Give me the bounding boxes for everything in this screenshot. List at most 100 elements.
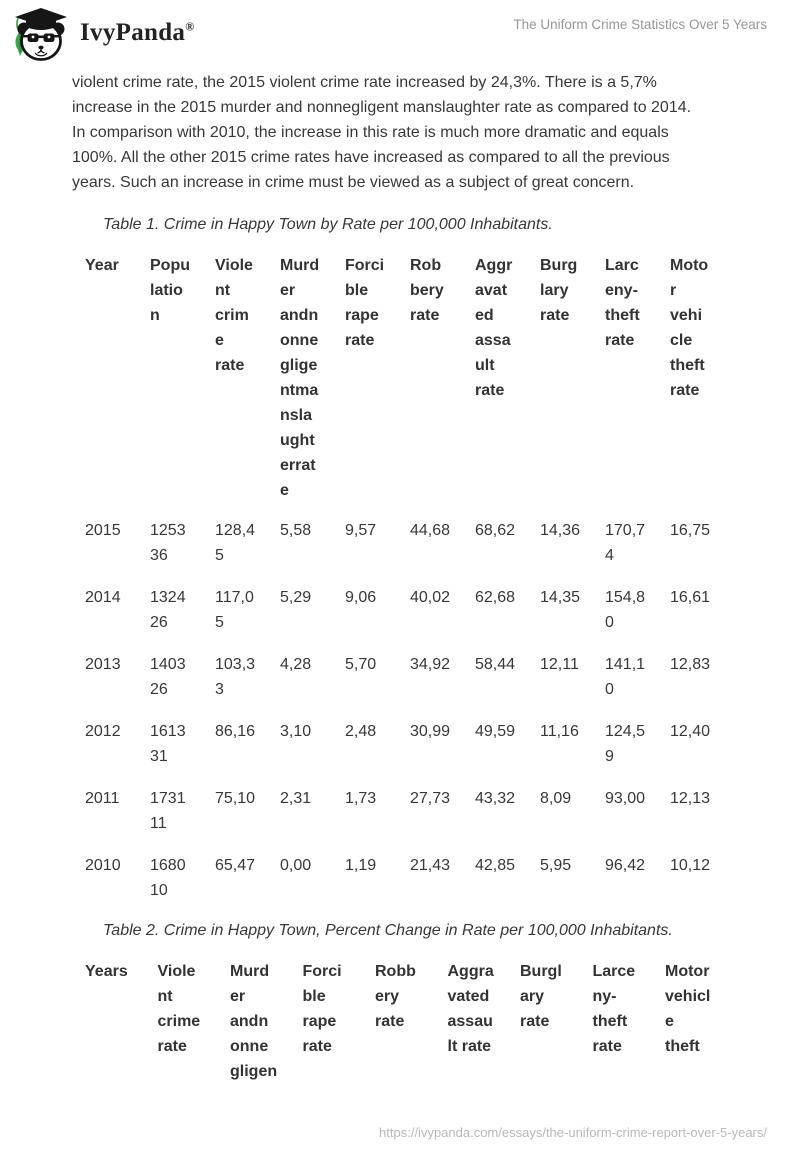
table-cell: 3,10: [280, 723, 312, 740]
table-cell: 1,19: [345, 857, 377, 874]
table-cell: 1403 26: [150, 656, 186, 698]
table-cell: 124,5 9: [605, 723, 646, 765]
table-cell: 2013: [85, 656, 121, 673]
table-cell: 12,83: [670, 656, 711, 673]
column-header-violent-crime-rate: Viole nt crim e rate: [215, 257, 253, 374]
table-cell: 34,92: [410, 656, 451, 673]
table-cell: 1253 36: [150, 522, 186, 564]
column-header-larceny-theft-rate: Larc eny- theft rate: [605, 257, 640, 349]
table-cell: 42,85: [475, 857, 516, 874]
table-cell: 8,09: [540, 790, 572, 807]
table-cell: 40,02: [410, 589, 451, 606]
table-cell: 21,43: [410, 857, 451, 874]
table-cell: 2014: [85, 589, 121, 606]
table-cell: 49,59: [475, 723, 516, 740]
table-cell: 103,3 3: [215, 656, 256, 698]
table-cell: 44,68: [410, 522, 451, 539]
brand-text: IvyPanda: [80, 19, 186, 46]
column-header-forcible-rape-rate: Forci ble rape rate: [302, 963, 342, 1055]
column-header-years: Years: [85, 963, 128, 980]
column-header-violent-crime-rate: Viole nt crime rate: [157, 963, 201, 1055]
column-header-motor-vehicle-theft: Motor vehicl e theft: [665, 963, 711, 1055]
table-cell: 10,12: [670, 857, 711, 874]
column-header-murder-rate: Murd er andn onne gligen: [230, 963, 278, 1080]
column-header-robbery-rate: Rob bery rate: [410, 257, 444, 324]
column-header-burglary-rate: Burg lary rate: [540, 257, 578, 324]
table-cell: 2012: [85, 723, 121, 740]
column-header-burglary-rate: Burgl ary rate: [520, 963, 562, 1030]
table-cell: 5,58: [280, 522, 312, 539]
column-header-larceny-theft-rate: Larce ny- theft rate: [592, 963, 636, 1055]
table-cell: 1731 11: [150, 790, 186, 832]
table-cell: 12,11: [540, 656, 579, 673]
table-cell: 2011: [85, 790, 120, 807]
table2-header-row: Years Viole nt crime rate Murd er andn o…: [85, 959, 738, 1084]
table-cell: 2010: [85, 857, 121, 874]
table-cell: 65,47: [215, 857, 256, 874]
table-cell: 43,32: [475, 790, 516, 807]
brand-name[interactable]: IvyPanda®: [80, 19, 194, 47]
footer-source-url[interactable]: https://ivypanda.com/essays/the-uniform-…: [379, 1125, 767, 1140]
table-cell: 5,70: [345, 656, 377, 673]
table-row-2010: 2010 1680 10 65,47 0,00 1,19 21,43 42,85…: [85, 853, 735, 903]
column-header-year: Year: [85, 257, 119, 274]
table-row-2015: 2015 1253 36 128,4 5 5,58 9,57 44,68 68,…: [85, 518, 735, 568]
table-cell: 16,61: [670, 589, 711, 606]
table-cell: 11,16: [540, 723, 579, 740]
table-cell: 86,16: [215, 723, 256, 740]
table-cell: 93,00: [605, 790, 646, 807]
table-cell: 68,62: [475, 522, 516, 539]
table-cell: 5,95: [540, 857, 572, 874]
table-cell: 5,29: [280, 589, 312, 606]
table2-caption: Table 2. Crime in Happy Town, Percent Ch…: [103, 922, 673, 939]
table-cell: 2015: [85, 522, 121, 539]
table-row-2014: 2014 1324 26 117,0 5 5,29 9,06 40,02 62,…: [85, 585, 735, 635]
table-cell: 1,73: [345, 790, 377, 807]
document-title: The Uniform Crime Statistics Over 5 Year…: [513, 17, 767, 32]
table1-crime-rates: Year Popu latio n Viole nt crim e rate M…: [85, 253, 735, 920]
table-cell: 1680 10: [150, 857, 186, 899]
table-cell: 9,57: [345, 522, 377, 539]
table-cell: 141,1 0: [605, 656, 646, 698]
table-cell: 117,0 5: [215, 589, 254, 631]
column-header-murder-rate: Murd er andn onne glige ntma nsla ught e…: [280, 257, 320, 499]
page-header: IvyPanda® The Uniform Crime Statistics O…: [12, 6, 767, 66]
table-row-2013: 2013 1403 26 103,3 3 4,28 5,70 34,92 58,…: [85, 652, 735, 702]
column-header-population: Popu latio n: [150, 257, 190, 324]
table-cell: 4,28: [280, 656, 312, 673]
table-cell: 1613 31: [150, 723, 186, 765]
table-row-2011: 2011 1731 11 75,10 2,31 1,73 27,73 43,32…: [85, 786, 735, 836]
table-cell: 2,48: [345, 723, 377, 740]
column-header-robbery-rate: Robb ery rate: [375, 963, 416, 1030]
table-cell: 75,10: [215, 790, 256, 807]
table-cell: 30,99: [410, 723, 451, 740]
table-cell: 27,73: [410, 790, 451, 807]
table-cell: 154,8 0: [605, 589, 646, 631]
table-cell: 14,36: [540, 522, 581, 539]
table-cell: 96,42: [605, 857, 646, 874]
table2-percent-change: Years Viole nt crime rate Murd er andn o…: [85, 959, 738, 1084]
column-header-aggravated-assault-rate: Aggra vated assau lt rate: [447, 963, 494, 1055]
column-header-motor-vehicle-theft-rate: Moto r vehi cle theft rate: [670, 257, 709, 399]
table-cell: 14,35: [540, 589, 581, 606]
table-cell: 2,31: [280, 790, 312, 807]
table-cell: 12,13: [670, 790, 711, 807]
column-header-forcible-rape-rate: Forci ble rape rate: [345, 257, 385, 349]
table-cell: 58,44: [475, 656, 516, 673]
column-header-aggravated-assault-rate: Aggr avat ed assa ult rate: [475, 257, 513, 399]
table-cell: 62,68: [475, 589, 516, 606]
table-cell: 170,7 4: [605, 522, 646, 564]
table-row-2012: 2012 1613 31 86,16 3,10 2,48 30,99 49,59…: [85, 719, 735, 769]
registered-mark: ®: [185, 19, 195, 34]
table1-header-row: Year Popu latio n Viole nt crim e rate M…: [85, 253, 735, 503]
table-cell: 0,00: [280, 857, 312, 874]
body-paragraph: violent crime rate, the 2015 violent cri…: [72, 74, 692, 191]
table-cell: 1324 26: [150, 589, 186, 631]
table-cell: 12,40: [670, 723, 711, 740]
table1-caption: Table 1. Crime in Happy Town by Rate per…: [103, 216, 553, 233]
table-cell: 128,4 5: [215, 522, 256, 564]
table-cell: 9,06: [345, 589, 377, 606]
table-cell: 16,75: [670, 522, 711, 539]
panda-graduate-logo-icon[interactable]: [12, 6, 70, 62]
